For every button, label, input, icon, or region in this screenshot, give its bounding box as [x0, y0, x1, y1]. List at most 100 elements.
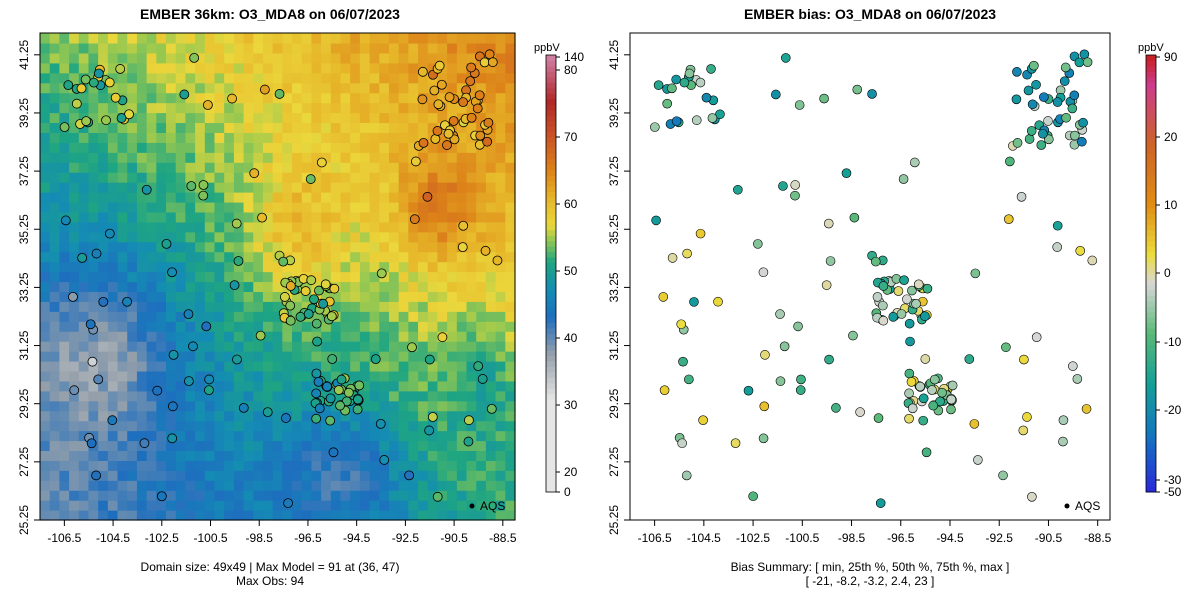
station-marker [305, 174, 316, 184]
bias-marker [667, 83, 677, 94]
bias-marker [905, 336, 915, 347]
station-marker [306, 275, 317, 286]
bias-marker [848, 330, 858, 341]
bias-marker [1001, 342, 1011, 353]
bias-marker [899, 275, 909, 285]
bias-marker [793, 321, 803, 332]
station-marker [480, 245, 491, 256]
colorbar-tick-label: 0 [1164, 266, 1171, 280]
bias-marker [662, 98, 673, 109]
left-footer: Domain size: 49x49 | Max Model = 91 at (… [40, 560, 500, 588]
bias-marker [758, 267, 769, 278]
bias-marker [778, 181, 788, 191]
y-tick-label: 37.25 [17, 156, 31, 186]
station-marker [466, 62, 477, 73]
colorbar-tick-label: 20 [1164, 130, 1178, 144]
bias-marker [1003, 214, 1014, 224]
station-marker [479, 57, 490, 68]
y-tick-label: 37.25 [607, 156, 621, 186]
station-marker [161, 238, 172, 249]
station-marker [442, 140, 452, 150]
bias-marker [1082, 57, 1093, 67]
colorbar-tick-label: 50 [564, 264, 578, 278]
left-map-area [40, 33, 516, 521]
bias-marker [779, 341, 790, 352]
x-tick-label: -94.5 [343, 531, 371, 545]
bias-marker [878, 281, 889, 291]
bias-marker [1052, 97, 1063, 107]
bias-marker [706, 64, 716, 74]
bias-marker [794, 100, 805, 110]
station-marker [329, 283, 340, 294]
bias-marker [906, 377, 917, 387]
station-marker [437, 332, 448, 343]
station-marker [430, 134, 441, 144]
max-obs: Max Obs: 94 [235, 574, 305, 588]
station-marker [327, 354, 338, 364]
y-tick-label: 27.25 [17, 447, 31, 477]
y-tick-label: 29.25 [607, 388, 621, 418]
bias-marker [1026, 126, 1037, 136]
right-colorbar: -50-30 -20 -10 0 10 20 90 [1145, 50, 1182, 499]
station-marker [370, 354, 381, 365]
legend-label: AQS [1075, 499, 1100, 513]
legend-dot [1064, 503, 1070, 509]
station-marker [477, 374, 488, 384]
bias-marker [896, 309, 907, 319]
station-marker [259, 84, 270, 95]
station-marker [202, 100, 213, 110]
station-marker [77, 252, 88, 263]
bias-marker [653, 80, 664, 90]
station-marker [352, 404, 363, 415]
station-marker [483, 117, 494, 128]
station-marker [233, 256, 244, 266]
station-marker [281, 413, 291, 423]
plot-frame [629, 32, 1111, 521]
bias-marker [1078, 117, 1088, 128]
station-marker [433, 99, 444, 110]
right-axes: -106.5 -104.5 -102.5 -100.5 -98.5 -96.5 -94.5 -… [607, 32, 1112, 545]
station-marker [255, 330, 266, 341]
station-marker [474, 90, 485, 101]
left-axes: -106.5 -104.5 -102.5 -100.5 -98.5 -96.5 -94.5 -… [17, 32, 517, 545]
bias-marker [650, 122, 660, 132]
bias-marker [855, 407, 865, 417]
bias-marker [748, 491, 758, 502]
station-marker [313, 376, 324, 387]
bias-marker [651, 215, 661, 226]
bias-marker [1039, 92, 1049, 102]
station-marker [427, 412, 438, 422]
station-marker [375, 418, 386, 429]
station-marker [475, 130, 486, 141]
bias-marker [893, 286, 904, 296]
station-marker [122, 296, 133, 307]
legend-dot [469, 503, 475, 509]
plot-frame [39, 32, 516, 521]
bias-marker [715, 109, 725, 120]
bias-marker [929, 374, 940, 385]
station-marker [354, 380, 365, 391]
bias-marker [921, 447, 932, 458]
bias-marker [695, 77, 706, 88]
station-marker [492, 255, 503, 266]
bias-marker [823, 218, 834, 229]
bias-marker [667, 253, 678, 263]
y-tick-label: 31.25 [607, 330, 621, 360]
bias-marker [819, 93, 829, 104]
bias-marker [1012, 138, 1023, 148]
colorbar-tick-label: 30 [564, 398, 578, 412]
station-marker [204, 374, 215, 385]
bias-marker [998, 470, 1008, 481]
right-plot-title: EMBER bias: O3_MDA8 on 06/07/2023 [743, 6, 997, 22]
x-tick-label: -104.5 [687, 531, 721, 545]
colorbar-tick-label: 0 [564, 485, 571, 499]
station-marker [188, 341, 198, 352]
x-tick-label: -98.5 [838, 531, 866, 545]
bias-marker [1075, 246, 1086, 256]
bias-marker [1052, 242, 1063, 252]
bias-marker [698, 415, 708, 425]
bias-marker [730, 438, 741, 448]
y-tick-label: 39.25 [607, 98, 621, 128]
bias-marker [1023, 85, 1034, 96]
station-marker [311, 388, 322, 399]
